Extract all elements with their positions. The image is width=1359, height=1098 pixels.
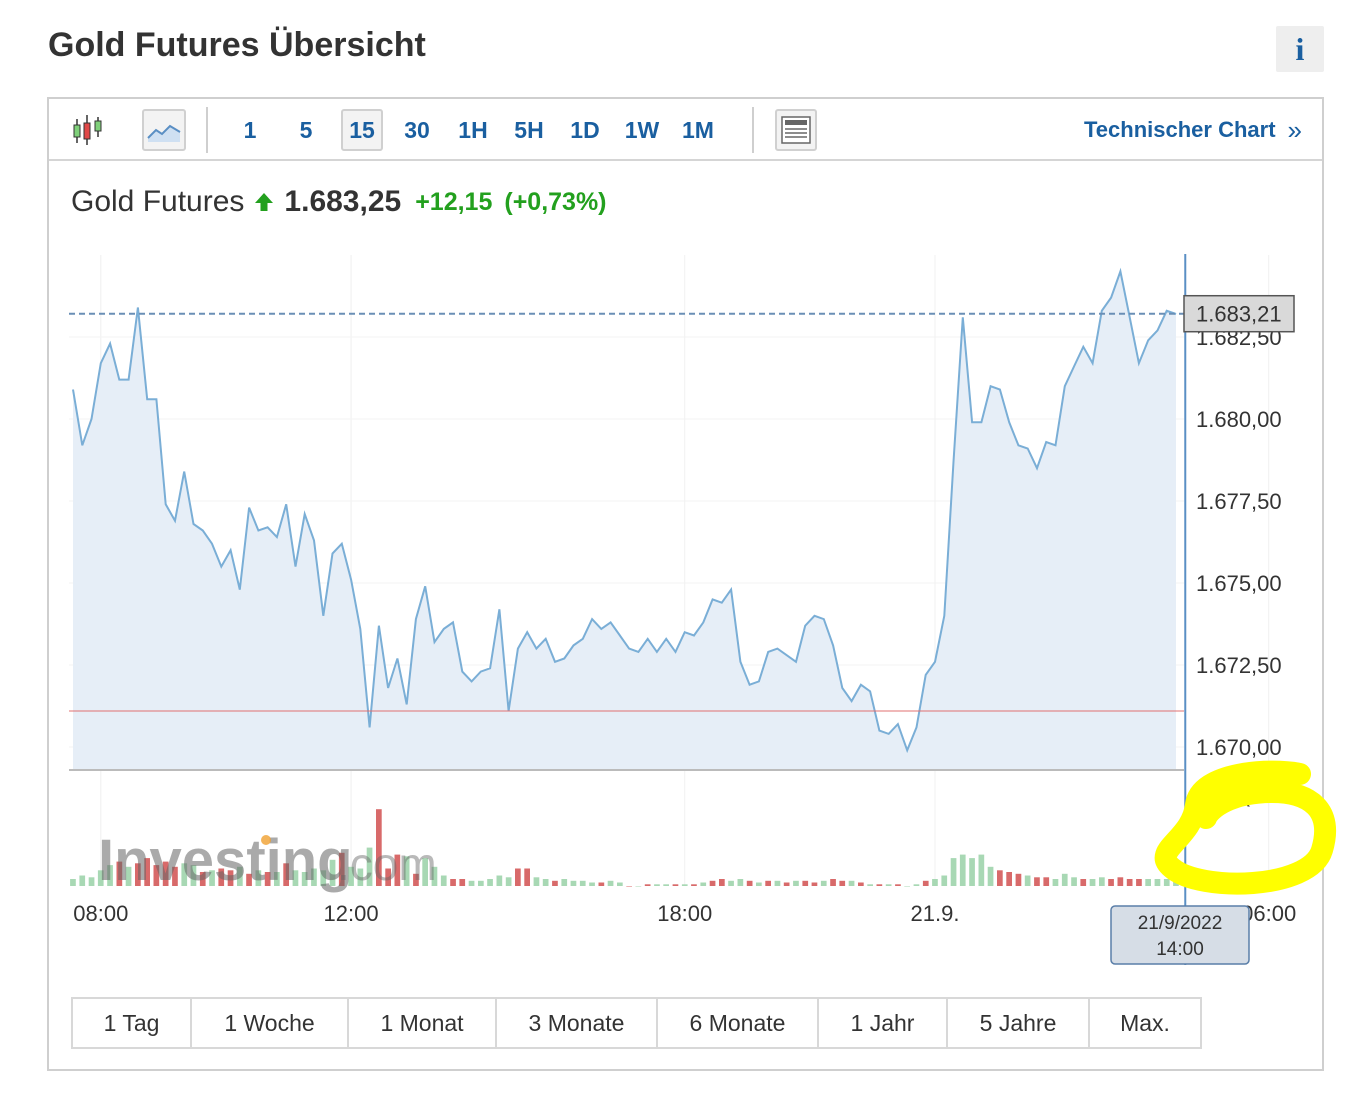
price-change-percent: (+0,73%) (504, 187, 607, 216)
interval-1d[interactable]: 1D (570, 116, 600, 143)
info-button[interactable]: i (1276, 26, 1324, 72)
arrow-up-icon (255, 193, 274, 211)
chart-widget: 1 5 15 30 1H 5H 1D 1W 1M Technischer Cha… (47, 97, 1324, 1071)
quote-header: Gold Futures 1.683,25 +12,15 (+0,73%) (71, 185, 607, 219)
news-icon (781, 116, 811, 144)
interval-1mo[interactable]: 1M (682, 116, 714, 143)
chart-toolbar: 1 5 15 30 1H 5H 1D 1W 1M Technischer Cha… (49, 99, 1322, 161)
interval-30m[interactable]: 30 (404, 116, 430, 143)
area-chart-icon (147, 124, 181, 142)
double-chevron-right-icon: » (1287, 114, 1302, 145)
range-1-day[interactable]: 1 Tag (73, 999, 192, 1047)
range-5-years[interactable]: 5 Jahre (948, 999, 1090, 1047)
interval-1h[interactable]: 1H (458, 116, 488, 143)
candlestick-chart-button[interactable] (69, 109, 111, 151)
range-1-month[interactable]: 1 Monat (349, 999, 497, 1047)
news-overlay-button[interactable] (775, 109, 817, 151)
interval-15m[interactable]: 15 (341, 109, 383, 151)
page-title: Gold Futures Übersicht (48, 26, 426, 64)
last-price: 1.683,25 (284, 185, 402, 218)
interval-1m[interactable]: 1 (243, 116, 257, 143)
instrument-name: Gold Futures (71, 185, 245, 218)
toolbar-divider (206, 107, 208, 153)
area-chart-button[interactable] (142, 109, 186, 151)
time-range-selector: 1 Tag 1 Woche 1 Monat 3 Monate 6 Monate … (71, 997, 1202, 1049)
candlestick-icon (73, 115, 102, 145)
interval-5m[interactable]: 5 (299, 116, 313, 143)
range-6-months[interactable]: 6 Monate (658, 999, 819, 1047)
toolbar-divider (752, 107, 754, 153)
interval-1w[interactable]: 1W (624, 116, 660, 143)
range-max[interactable]: Max. (1090, 999, 1200, 1047)
range-1-week[interactable]: 1 Woche (192, 999, 349, 1047)
technical-chart-link[interactable]: Technischer Chart » (1084, 109, 1302, 151)
technical-chart-label: Technischer Chart (1083, 117, 1276, 142)
interval-5h[interactable]: 5H (514, 116, 544, 143)
range-1-year[interactable]: 1 Jahr (819, 999, 948, 1047)
range-3-months[interactable]: 3 Monate (497, 999, 658, 1047)
price-change: +12,15 (415, 187, 493, 216)
